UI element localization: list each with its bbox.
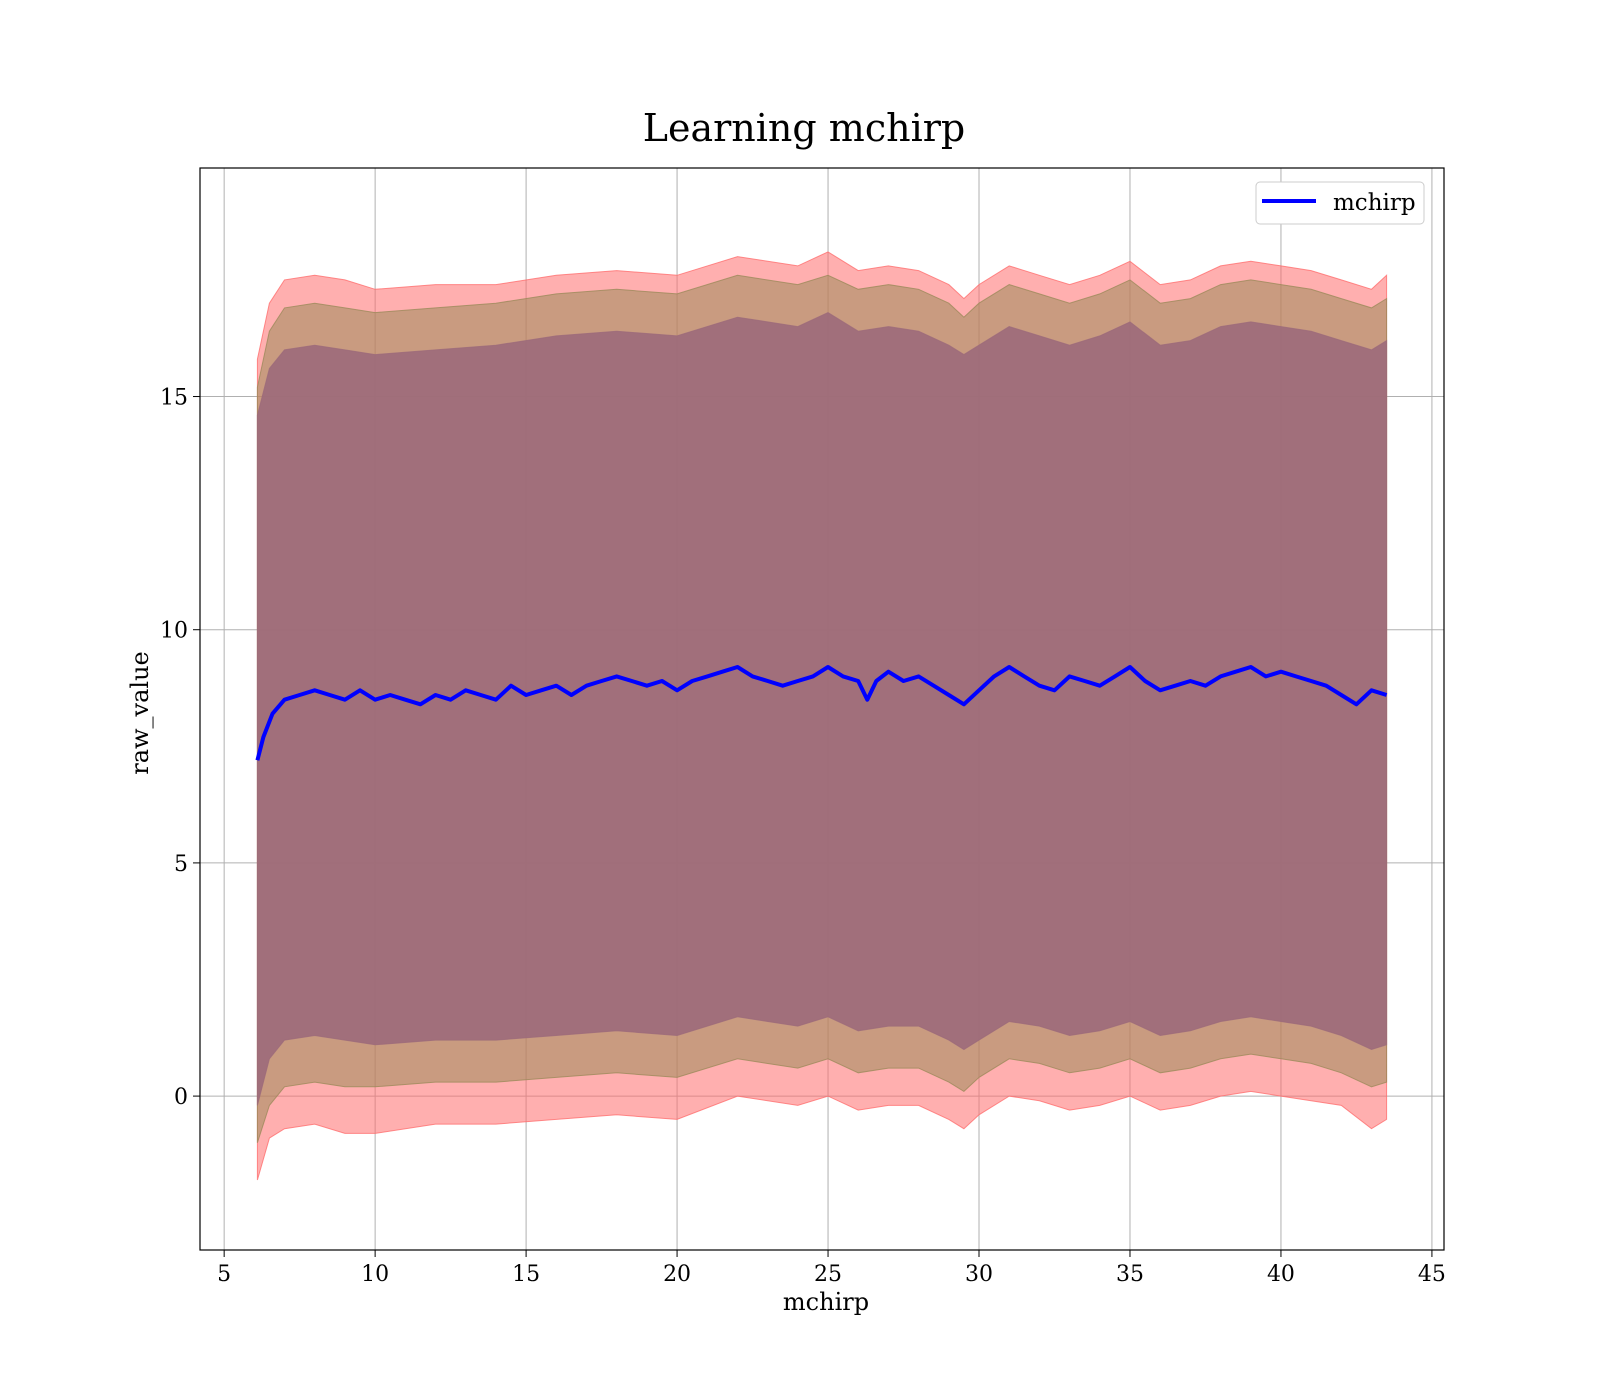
x-tick-label: 40 bbox=[1267, 1262, 1295, 1287]
y-tick-label: 5 bbox=[174, 852, 188, 877]
x-tick-label: 35 bbox=[1116, 1262, 1144, 1287]
x-axis: 5 10 15 20 25 30 35 40 45 bbox=[217, 1250, 1446, 1287]
uncertainty-bands bbox=[256, 251, 1388, 1181]
y-tick-label: 15 bbox=[160, 386, 188, 411]
chart-title: Learning mchirp bbox=[643, 106, 965, 150]
x-tick-label: 25 bbox=[814, 1262, 842, 1287]
legend-box bbox=[1255, 181, 1425, 225]
plot-frame bbox=[199, 167, 1445, 1251]
y-tick-label: 10 bbox=[160, 619, 188, 644]
series-lines bbox=[255, 665, 1388, 761]
legend: mchirp bbox=[1255, 181, 1425, 225]
series-line-mchirp bbox=[255, 665, 1388, 761]
legend-label: mchirp bbox=[1333, 190, 1416, 216]
x-tick-label: 20 bbox=[663, 1262, 691, 1287]
x-tick-label: 10 bbox=[361, 1262, 389, 1287]
band-inner bbox=[256, 312, 1388, 1106]
x-axis-label: mchirp bbox=[783, 1288, 869, 1316]
x-tick-label: 45 bbox=[1418, 1262, 1446, 1287]
y-axis-label: raw_value bbox=[126, 651, 154, 775]
y-axis: 0 5 10 15 bbox=[160, 386, 200, 1110]
x-tick-label: 5 bbox=[217, 1262, 231, 1287]
x-tick-label: 15 bbox=[512, 1262, 540, 1287]
y-tick-label: 0 bbox=[174, 1085, 188, 1110]
x-tick-label: 30 bbox=[965, 1262, 993, 1287]
